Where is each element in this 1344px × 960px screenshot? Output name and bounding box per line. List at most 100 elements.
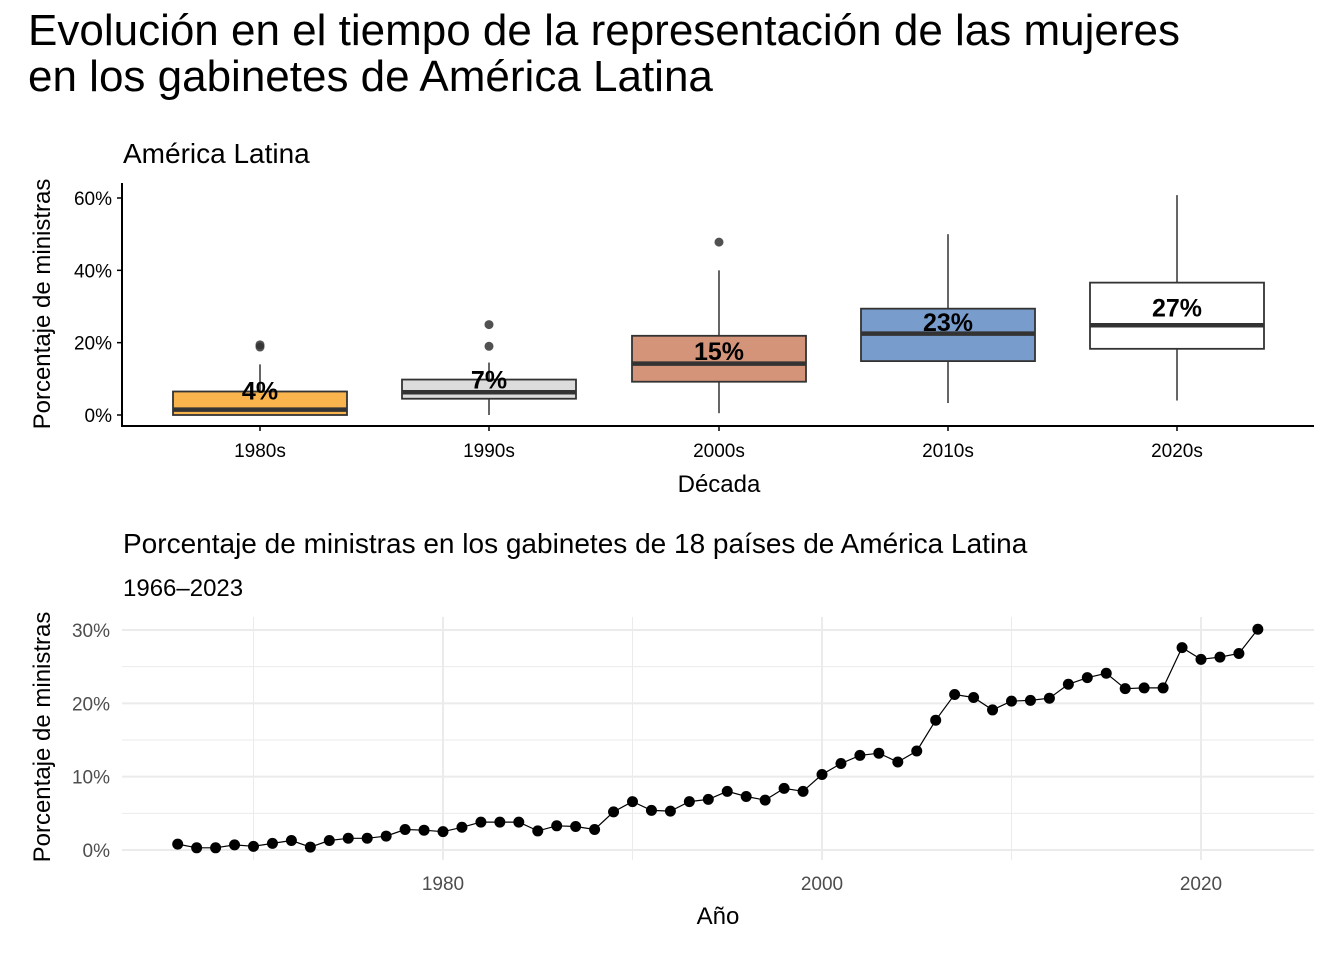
mean-label: 7% bbox=[471, 367, 507, 395]
data-point bbox=[1043, 692, 1055, 704]
boxplot-y-tick-label: 0% bbox=[85, 406, 113, 427]
box-iqr bbox=[631, 334, 807, 383]
boxplot-x-tick-label: 1990s bbox=[463, 441, 515, 462]
line-chart-y-ticks: 0% 10% 20% 30% bbox=[72, 621, 110, 862]
main-title-line-1: Evolución en el tiempo de la representac… bbox=[28, 6, 1180, 55]
data-point bbox=[740, 790, 752, 802]
boxplot-x-axis-label: Década bbox=[678, 471, 761, 498]
data-point bbox=[892, 756, 904, 768]
boxplot-x-tick-label: 1980s bbox=[234, 441, 286, 462]
data-point bbox=[1233, 647, 1245, 659]
boxplot-x-tick-label: 2020s bbox=[1151, 441, 1203, 462]
data-point bbox=[589, 823, 601, 835]
data-point bbox=[930, 714, 942, 726]
boxplot-y-tick-label: 20% bbox=[74, 334, 112, 355]
data-point bbox=[835, 757, 847, 769]
data-point bbox=[342, 832, 354, 844]
data-point bbox=[721, 785, 733, 797]
line-chart-series bbox=[172, 623, 1264, 854]
line-chart-subtitle: 1966–2023 bbox=[123, 575, 243, 602]
data-point bbox=[873, 747, 885, 759]
data-point bbox=[664, 805, 676, 817]
data-point bbox=[1119, 683, 1131, 695]
mean-label: 27% bbox=[1152, 294, 1202, 322]
boxplot-x-tick-label: 2010s bbox=[922, 441, 974, 462]
box-1980s: 4% bbox=[172, 340, 348, 416]
data-point bbox=[380, 830, 392, 842]
line-chart-y-tick-label: 10% bbox=[72, 768, 110, 789]
data-point bbox=[475, 816, 487, 828]
data-point bbox=[1176, 642, 1188, 654]
mean-label: 23% bbox=[923, 309, 973, 337]
box-1990s: 7% bbox=[401, 320, 577, 415]
line-chart-x-tick-label: 1980 bbox=[422, 874, 464, 895]
data-point bbox=[1138, 682, 1150, 694]
data-point bbox=[285, 834, 297, 846]
boxplot-boxes: 4% 7% 15% 23% 27% bbox=[172, 195, 1265, 416]
line-chart-title: Porcentaje de ministras en los gabinetes… bbox=[123, 528, 1028, 559]
data-point bbox=[323, 834, 335, 846]
data-point bbox=[513, 816, 525, 828]
data-point bbox=[266, 837, 278, 849]
data-point bbox=[1006, 695, 1017, 707]
line-chart-x-axis-label: Año bbox=[697, 903, 740, 930]
line-chart-grid bbox=[122, 617, 1314, 860]
data-point bbox=[399, 823, 411, 835]
data-point bbox=[683, 796, 695, 808]
data-point bbox=[911, 745, 923, 757]
data-point bbox=[1024, 694, 1036, 706]
data-point bbox=[645, 804, 657, 816]
data-point bbox=[1214, 651, 1226, 663]
data-point bbox=[1195, 653, 1207, 665]
line-chart-x-ticks: 1980 2000 2020 bbox=[422, 874, 1222, 895]
data-point bbox=[1100, 667, 1112, 679]
data-point bbox=[532, 825, 544, 837]
data-point bbox=[778, 782, 790, 794]
line-chart-y-tick-label: 30% bbox=[72, 621, 110, 642]
data-point bbox=[418, 824, 430, 836]
data-point bbox=[304, 841, 316, 853]
boxplot-y-tick-label: 60% bbox=[74, 189, 112, 210]
line-chart-x-tick-label: 2020 bbox=[1180, 874, 1222, 895]
mean-label: 4% bbox=[242, 378, 278, 406]
data-point bbox=[816, 768, 828, 780]
data-point bbox=[949, 689, 961, 701]
boxplot-y-tick-label: 40% bbox=[74, 261, 112, 282]
data-point bbox=[172, 838, 184, 850]
boxplot-x-ticks: 1980s 1990s 2000s 2010s 2020s bbox=[234, 426, 1203, 462]
box-iqr bbox=[1089, 281, 1265, 350]
box-2020s: 27% bbox=[1089, 195, 1265, 401]
data-point bbox=[854, 749, 866, 761]
data-point bbox=[570, 821, 582, 833]
line-chart-y-tick-label: 20% bbox=[72, 694, 110, 715]
box-2000s: 15% bbox=[631, 237, 807, 414]
data-point bbox=[229, 839, 241, 851]
outlier-point bbox=[484, 341, 494, 351]
data-point bbox=[987, 704, 999, 716]
line-chart-y-tick-label: 0% bbox=[83, 841, 111, 862]
boxplot-y-ticks: 0% 20% 40% 60% bbox=[74, 189, 122, 427]
outlier-point bbox=[714, 237, 724, 247]
data-point bbox=[1062, 678, 1074, 690]
line-panel: Porcentaje de ministras en los gabinetes… bbox=[29, 528, 1314, 930]
boxplot-title: América Latina bbox=[123, 138, 310, 169]
box-2010s: 23% bbox=[860, 234, 1036, 404]
data-point bbox=[456, 821, 468, 833]
boxplot-panel: América Latina Porcentaje de ministras D… bbox=[29, 138, 1314, 498]
data-point bbox=[191, 842, 203, 854]
data-point bbox=[608, 806, 620, 818]
data-point bbox=[248, 840, 259, 852]
line-chart-y-axis-label: Porcentaje de ministras bbox=[29, 612, 56, 863]
data-point bbox=[494, 816, 506, 828]
data-point bbox=[210, 842, 222, 854]
main-title-line-2: en los gabinetes de América Latina bbox=[28, 52, 713, 101]
data-point bbox=[1157, 682, 1169, 694]
data-point bbox=[627, 796, 638, 808]
data-point bbox=[551, 820, 563, 832]
line-chart-x-tick-label: 2000 bbox=[801, 874, 843, 895]
main-title: Evolución en el tiempo de la representac… bbox=[28, 8, 1180, 100]
data-point bbox=[968, 691, 980, 703]
outlier-point bbox=[255, 340, 265, 350]
data-point bbox=[1081, 672, 1093, 684]
